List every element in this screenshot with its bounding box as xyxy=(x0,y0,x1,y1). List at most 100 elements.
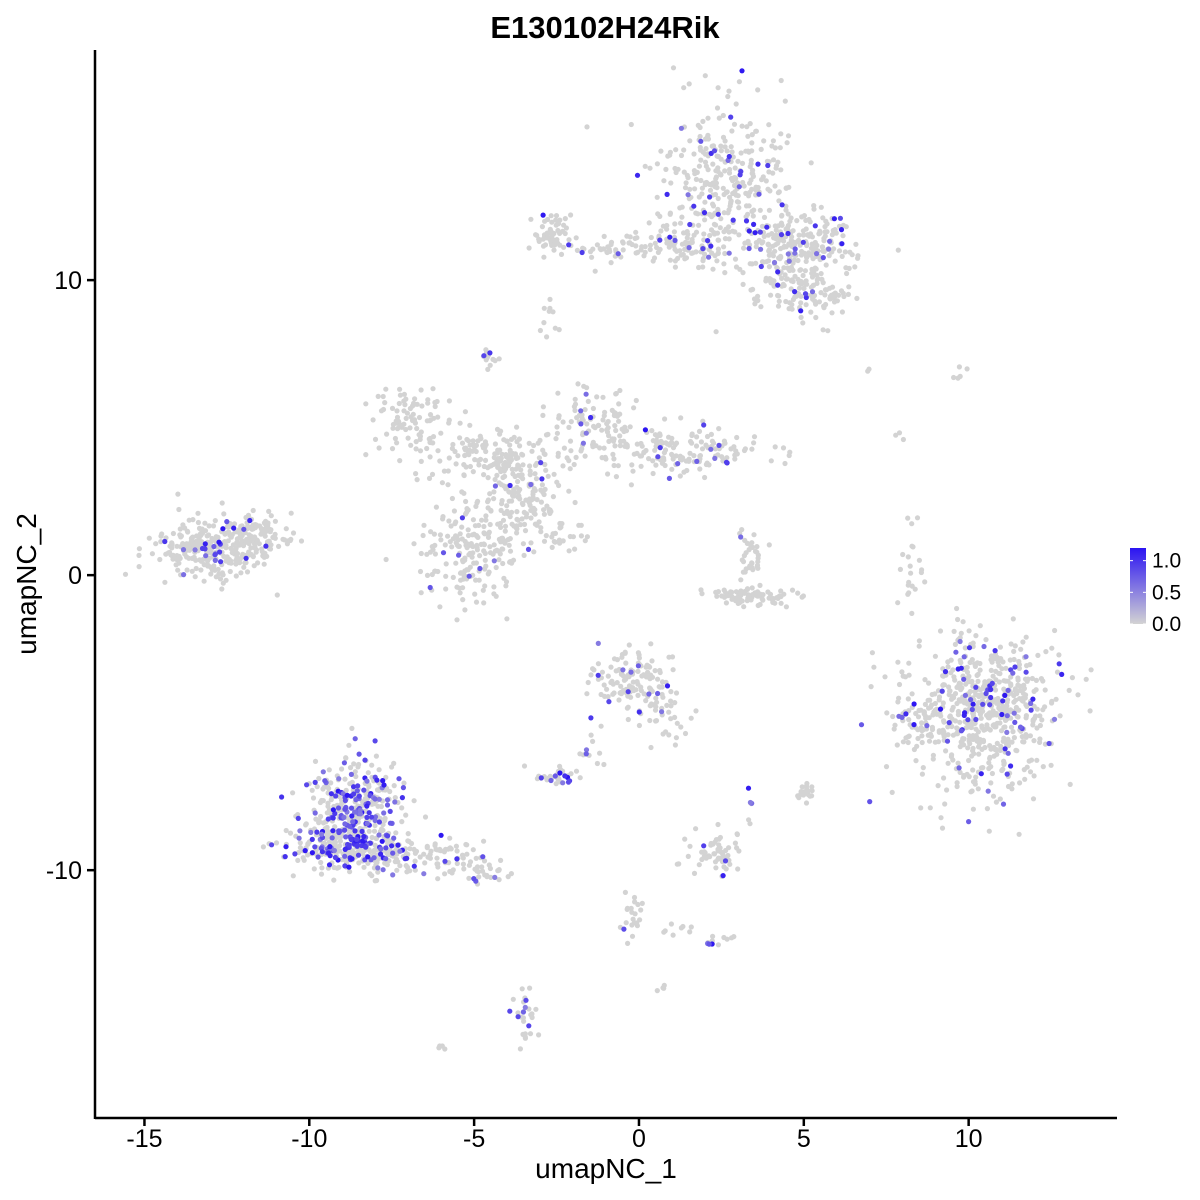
cell-point xyxy=(905,696,911,702)
cell-point xyxy=(334,844,340,850)
cell-point xyxy=(136,552,142,559)
cell-point xyxy=(733,175,739,181)
cell-point-expressing xyxy=(1028,707,1034,713)
cell-point xyxy=(1000,659,1006,665)
cell-point-expressing xyxy=(375,865,381,871)
cell-point xyxy=(438,430,444,436)
cell-point xyxy=(671,229,678,235)
cell-point xyxy=(738,577,744,583)
cell-point-expressing xyxy=(269,842,275,848)
cell-point xyxy=(498,535,505,542)
cell-point xyxy=(528,515,534,521)
cell-point xyxy=(621,677,628,683)
cell-point xyxy=(605,673,611,679)
cell-point xyxy=(520,462,526,468)
cell-point xyxy=(699,446,706,452)
cell-point xyxy=(551,471,557,477)
cell-point xyxy=(966,774,972,780)
cell-point xyxy=(519,451,525,457)
cell-point xyxy=(480,445,486,451)
cell-point xyxy=(301,857,307,863)
cell-point xyxy=(657,213,663,219)
cell-point xyxy=(1031,715,1038,722)
cell-point xyxy=(437,604,443,610)
cell-point-expressing xyxy=(332,854,338,861)
cell-point xyxy=(952,691,959,697)
cell-point xyxy=(734,434,740,441)
cell-point-expressing xyxy=(336,776,342,782)
cell-point xyxy=(1021,767,1027,773)
cell-point xyxy=(915,735,921,742)
cell-point xyxy=(712,839,718,845)
cell-point-expressing xyxy=(1008,763,1014,769)
cell-point xyxy=(980,739,987,745)
cell-point xyxy=(610,451,616,457)
cell-point xyxy=(813,314,819,321)
cell-point xyxy=(588,732,594,738)
cell-point xyxy=(566,424,572,430)
cell-point xyxy=(438,848,444,854)
x-tick-label: 0 xyxy=(632,1125,646,1153)
x-tick-label: 5 xyxy=(797,1125,811,1153)
cell-point xyxy=(343,755,349,761)
cell-point-expressing xyxy=(580,440,587,446)
cell-point xyxy=(502,538,509,544)
cell-point-expressing xyxy=(378,851,384,857)
cell-point xyxy=(498,468,504,475)
cell-point xyxy=(473,442,479,448)
cell-point xyxy=(149,551,155,557)
cell-point xyxy=(1005,743,1012,749)
cell-point xyxy=(747,261,753,267)
cell-point xyxy=(527,463,533,469)
cell-point xyxy=(964,669,971,675)
cell-point xyxy=(561,445,568,451)
cell-point-expressing xyxy=(1030,696,1036,702)
cell-point xyxy=(515,517,521,523)
cell-point xyxy=(338,801,344,807)
cell-point xyxy=(1001,760,1007,766)
cell-point xyxy=(491,489,497,495)
cell-point xyxy=(200,556,206,563)
cell-point xyxy=(448,523,454,529)
cell-point-expressing xyxy=(354,836,360,843)
colorbar xyxy=(1130,548,1146,624)
cell-point xyxy=(519,986,525,992)
cell-point xyxy=(634,450,640,456)
cell-point xyxy=(198,567,204,573)
cell-point xyxy=(534,522,540,528)
cell-point xyxy=(582,407,588,413)
cell-point xyxy=(1012,686,1019,692)
cell-point xyxy=(426,475,433,481)
cell-point xyxy=(1022,776,1028,782)
cell-point xyxy=(462,452,468,459)
cell-point xyxy=(715,206,721,212)
cell-point xyxy=(610,681,616,687)
cell-point xyxy=(198,532,204,539)
cell-point xyxy=(613,427,619,434)
cell-point xyxy=(627,234,633,240)
cell-point xyxy=(338,834,344,840)
cell-point xyxy=(545,431,551,437)
cell-point xyxy=(729,596,735,602)
cell-point xyxy=(447,835,453,841)
cell-point xyxy=(732,456,738,462)
cell-point xyxy=(723,600,730,606)
cell-point xyxy=(503,579,510,585)
cell-point xyxy=(649,658,655,664)
cell-point xyxy=(823,218,829,224)
cell-point xyxy=(376,445,382,451)
cell-point-expressing xyxy=(372,817,378,824)
cell-point-expressing xyxy=(459,515,465,521)
cell-point xyxy=(865,368,871,374)
cell-point-expressing xyxy=(1023,669,1029,675)
cell-point xyxy=(458,570,464,576)
cell-point xyxy=(769,143,775,149)
cell-point xyxy=(1001,678,1007,684)
cell-point xyxy=(540,236,546,242)
cell-point xyxy=(516,493,522,499)
cell-point-expressing xyxy=(372,738,378,744)
cell-point xyxy=(801,285,807,291)
cell-point-expressing xyxy=(347,823,353,829)
cell-point xyxy=(841,293,847,300)
cell-point xyxy=(977,623,983,629)
